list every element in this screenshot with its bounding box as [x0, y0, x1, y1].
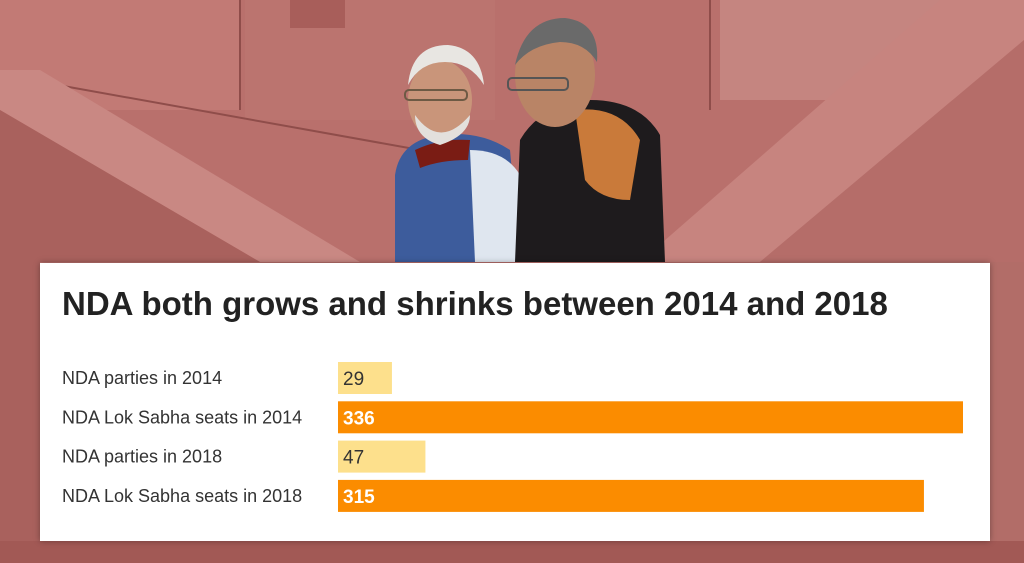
- bar: [338, 440, 426, 473]
- bar-value-label: 315: [343, 487, 375, 508]
- chart-title: NDA both grows and shrinks between 2014 …: [62, 285, 888, 322]
- person-left: [395, 45, 520, 262]
- bar-value-label: 29: [343, 369, 364, 390]
- category-label: NDA Lok Sabha seats in 2018: [62, 486, 302, 506]
- bar-value-label: 47: [343, 448, 364, 469]
- bar-value-label: 336: [343, 408, 375, 429]
- stair-rail-right: [640, 0, 1024, 262]
- chart-card: NDA both grows and shrinks between 2014 …: [40, 263, 990, 541]
- person-right: [507, 18, 665, 262]
- category-label: NDA parties in 2014: [62, 368, 222, 388]
- stair-rail-left: [0, 70, 360, 262]
- bar: [338, 479, 924, 512]
- bar: [338, 401, 963, 434]
- category-label: NDA Lok Sabha seats in 2014: [62, 407, 302, 427]
- wall-window: [290, 0, 345, 28]
- category-label: NDA parties in 2018: [62, 447, 222, 467]
- bar-chart: NDA parties in 2014 29 NDA Lok Sabha seats…: [62, 362, 963, 512]
- bar: [338, 362, 392, 394]
